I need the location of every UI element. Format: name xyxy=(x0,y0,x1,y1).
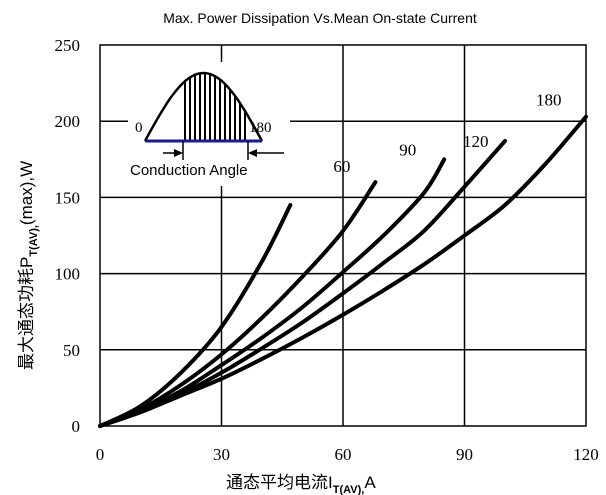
inset-start-label: 0 xyxy=(135,120,143,136)
y-axis-label-unit: (max),W xyxy=(17,161,36,225)
series-label-90: 90 xyxy=(399,140,416,159)
x-tick-label: 30 xyxy=(213,445,230,464)
y-axis-label-main: 最大通态功耗P xyxy=(17,257,36,370)
series-label-180: 180 xyxy=(536,91,562,110)
series-line-30 xyxy=(98,203,293,428)
inset-caption: Conduction Angle xyxy=(130,162,248,179)
x-axis-label-main: 通态平均电流I xyxy=(226,473,333,492)
inset-left-arrowhead xyxy=(174,149,183,157)
y-tick-label: 250 xyxy=(55,36,81,55)
x-axis-label: 通态平均电流IT(AV),A xyxy=(226,473,376,495)
series-label-120: 120 xyxy=(463,132,489,151)
series-label-60: 60 xyxy=(333,157,350,176)
chart-title: Max. Power Dissipation Vs.Mean On-state … xyxy=(163,10,477,26)
y-axis-label: 最大通态功耗PT(AV),(max),W xyxy=(17,161,40,370)
x-axis-label-sub: T(AV), xyxy=(333,484,365,495)
x-tick-label: 0 xyxy=(96,445,105,464)
y-tick-label: 150 xyxy=(55,188,81,207)
y-tick-label: 200 xyxy=(55,112,81,131)
series-labels: 306090120180 xyxy=(246,91,561,177)
y-tick-labels: 0 50 100 150 200 250 xyxy=(55,36,81,436)
y-axis-label-sub: T(AV), xyxy=(28,225,40,257)
series-line-90 xyxy=(98,157,447,428)
series-line-180 xyxy=(98,114,588,428)
x-tick-label: 120 xyxy=(573,445,599,464)
y-tick-label: 100 xyxy=(55,265,81,284)
x-tick-label: 60 xyxy=(335,445,352,464)
x-tick-labels: 0 30 60 90 120 xyxy=(96,445,599,464)
series-lines xyxy=(98,114,588,428)
inset-end-label: 180 xyxy=(249,120,272,136)
x-axis-label-unit: A xyxy=(364,473,376,492)
inset-half-sine xyxy=(143,71,264,142)
x-tick-label: 90 xyxy=(456,445,473,464)
inset-hatching xyxy=(184,73,246,141)
inset-right-arrowhead xyxy=(248,149,257,157)
conduction-angle-inset: 0 180 Conduction Angle xyxy=(128,62,290,186)
plot-frame xyxy=(99,44,587,427)
y-tick-label: 50 xyxy=(63,341,80,360)
y-tick-label: 0 xyxy=(72,417,81,436)
